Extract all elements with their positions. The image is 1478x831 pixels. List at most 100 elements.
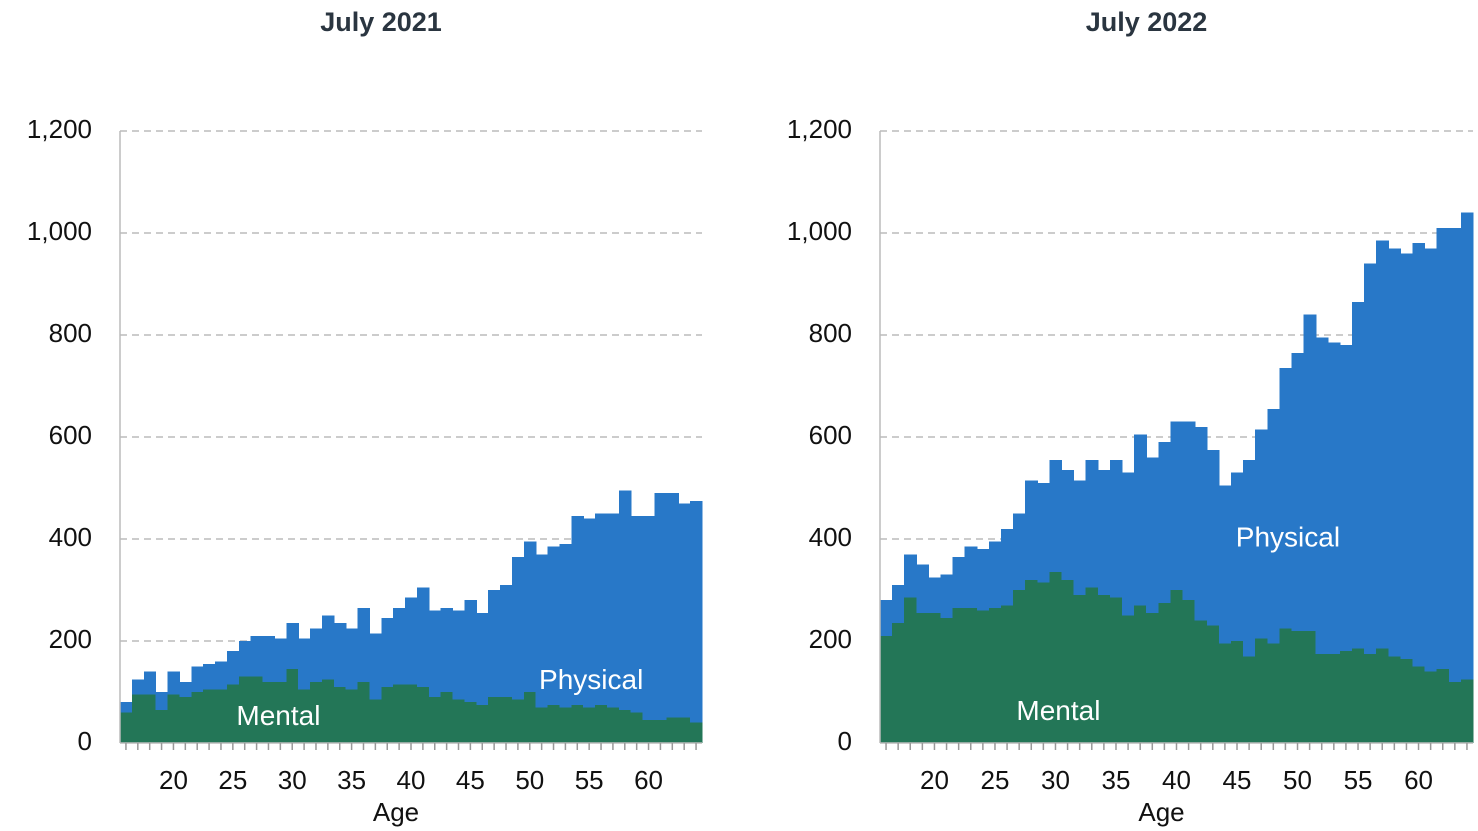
bar-segment (952, 556, 966, 608)
x-tick-label: 45 (456, 765, 485, 795)
bar-segment (1376, 648, 1389, 743)
bar-segment (595, 704, 608, 743)
y-tick-label: 1,200 (787, 114, 852, 144)
bar-segment (1037, 582, 1051, 743)
bar-segment (1303, 630, 1317, 743)
bar-segment (440, 692, 454, 743)
bar-segment (1351, 648, 1365, 743)
bar-segment (167, 671, 180, 695)
bar-segment (488, 697, 501, 743)
bar-segment (583, 518, 596, 708)
x-tick-label: 60 (1404, 765, 1433, 795)
bar-segment (1109, 459, 1123, 598)
bar-segment (654, 720, 667, 743)
bar-segment (120, 702, 133, 713)
bar-segment (916, 564, 930, 613)
x-tick-label: 50 (515, 765, 544, 795)
bar-segment (1460, 679, 1474, 743)
bar-segment (535, 554, 549, 708)
bar-segment (464, 702, 477, 743)
bar-segment (1001, 605, 1014, 743)
bar-segment (916, 612, 930, 743)
x-tick-label: 20 (159, 765, 188, 795)
bar-segment (642, 720, 656, 743)
bar-segment (618, 490, 632, 710)
bar-segment (1267, 643, 1280, 743)
bar-segment (357, 681, 371, 743)
series-label: Mental (236, 700, 320, 731)
bar-segment (940, 618, 954, 743)
bar-segment (630, 712, 644, 743)
bar-segment (678, 503, 691, 718)
y-tick-label: 1,000 (787, 216, 852, 246)
bar-segment (928, 577, 942, 613)
bar-segment (1230, 641, 1244, 743)
bar-segment (1109, 597, 1123, 743)
bar-segment (904, 597, 917, 743)
bar-segment (1049, 572, 1063, 743)
bar-segment (143, 671, 157, 695)
bar-segment (1061, 470, 1075, 580)
bar-segment (310, 628, 323, 682)
bar-segment (1122, 472, 1135, 616)
bar-segment (535, 707, 549, 743)
bar-segment (1291, 352, 1305, 631)
bar-segment (1206, 449, 1220, 626)
x-tick-label: 50 (1283, 765, 1312, 795)
x-tick-label: 25 (981, 765, 1010, 795)
bar-segment (523, 692, 537, 743)
bar-segment (215, 661, 228, 690)
bar-segment (1327, 653, 1341, 743)
bar-segment (1339, 345, 1353, 652)
bar-segment (274, 681, 287, 743)
bar-segment (1436, 227, 1450, 670)
x-tick-label: 45 (1223, 765, 1252, 795)
bar-segment (1085, 459, 1099, 588)
bar-segment (642, 516, 656, 721)
bar-segment (1230, 472, 1244, 641)
bar-segment (678, 717, 691, 743)
series-label: Physical (1236, 521, 1340, 552)
bar-segment (904, 554, 917, 598)
bar-segment (310, 681, 323, 743)
bar-segment (452, 699, 466, 743)
bar-segment (1388, 656, 1401, 743)
bar-segment (988, 607, 1002, 743)
x-tick-label: 40 (1162, 765, 1191, 795)
bar-segment (298, 689, 311, 743)
bar-segment (559, 707, 572, 743)
bar-segment (976, 549, 990, 611)
y-tick-label: 200 (49, 624, 92, 654)
bar-segment (321, 679, 335, 743)
bar-segment (690, 722, 703, 743)
bar-segment (1327, 342, 1341, 654)
x-axis-label: Age (373, 797, 419, 827)
y-tick-label: 0 (838, 726, 852, 756)
bar-segment (618, 709, 632, 743)
bar-segment (523, 541, 537, 692)
bar-segment (416, 587, 430, 687)
bar-segment (238, 676, 252, 743)
bar-segment (405, 684, 418, 743)
bar-segment (286, 623, 299, 670)
y-tick-label: 800 (49, 318, 92, 348)
bar-segment (547, 546, 561, 705)
bar-segment (321, 615, 335, 680)
bar-segment (1243, 459, 1256, 657)
bar-segment (393, 684, 406, 743)
bar-segment (369, 699, 382, 743)
bar-segment (1291, 630, 1305, 743)
bar-segment (369, 633, 382, 700)
bar-segment (1182, 600, 1196, 743)
bar-segment (298, 638, 311, 690)
bar-segment (1194, 426, 1208, 621)
bar-segment (1424, 671, 1438, 743)
bar-segment (488, 590, 501, 698)
bar-segment (964, 546, 978, 608)
bar-segment (1037, 482, 1051, 583)
bar-segment (262, 635, 276, 682)
bar-segment (155, 709, 169, 743)
bar-segment (476, 612, 489, 705)
bar-segment (892, 584, 905, 624)
